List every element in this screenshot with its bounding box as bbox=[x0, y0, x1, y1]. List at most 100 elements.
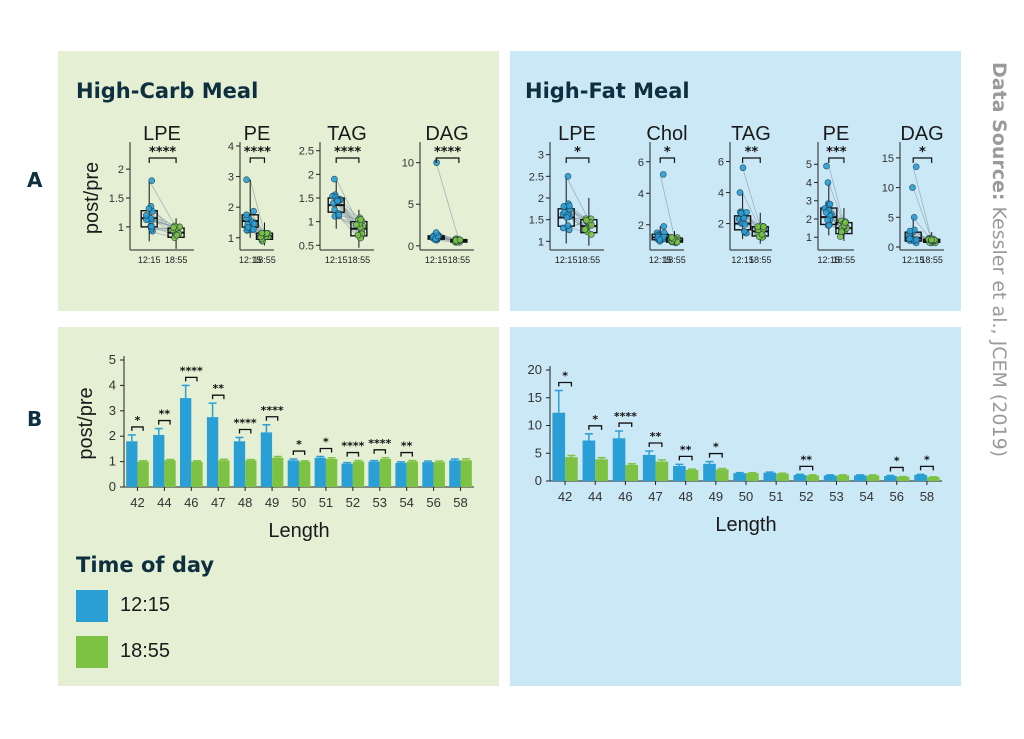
significance-bracket bbox=[373, 449, 387, 454]
data-point bbox=[741, 221, 749, 228]
significance-label: * bbox=[713, 441, 719, 454]
data-point bbox=[250, 220, 258, 228]
y-tick-label: 10 bbox=[528, 418, 542, 433]
significance-label: ** bbox=[680, 443, 692, 456]
significance-bracket bbox=[565, 157, 590, 163]
bar-1855 bbox=[655, 461, 669, 481]
x-tick-label: 12:15 bbox=[325, 255, 348, 265]
y-tick-label: 15 bbox=[528, 390, 542, 405]
bar-1215 bbox=[914, 474, 927, 481]
data-point bbox=[826, 200, 834, 208]
x-tick-label: 12:15 bbox=[902, 255, 925, 265]
x-tick-label: 51 bbox=[319, 495, 333, 510]
bar-1855 bbox=[191, 461, 203, 487]
paired-line bbox=[742, 167, 761, 227]
significance-label: * bbox=[592, 413, 598, 426]
bar-1215 bbox=[733, 473, 746, 481]
x-tick-label: 47 bbox=[211, 495, 225, 510]
data-point bbox=[912, 163, 920, 171]
x-tick-label: 54 bbox=[399, 495, 413, 510]
y-tick-label: 5 bbox=[535, 445, 542, 460]
significance-label: * bbox=[323, 436, 329, 449]
paired-line bbox=[335, 203, 360, 238]
box-plot-carb-dag: DAG 0 5 10 12:15 18:55 **** bbox=[402, 123, 474, 265]
x-tick-label: 18:55 bbox=[920, 255, 943, 265]
y-tick-label: 0 bbox=[408, 241, 414, 253]
data-point bbox=[659, 171, 667, 178]
data-source: Data Source: Kessler et al., JCEM (2019) bbox=[988, 62, 1010, 457]
paired-line bbox=[335, 178, 360, 225]
bar-1215 bbox=[884, 476, 897, 481]
data-point bbox=[564, 222, 572, 229]
paired-line bbox=[249, 179, 265, 234]
y-tick-label: 6 bbox=[638, 157, 644, 169]
y-tick-label: 10 bbox=[882, 183, 894, 195]
data-point bbox=[334, 197, 341, 205]
bar-1215 bbox=[260, 432, 273, 487]
x-tick-label: 12:15 bbox=[818, 255, 841, 265]
significance-bracket bbox=[912, 157, 933, 163]
data-point bbox=[822, 209, 830, 216]
data-point bbox=[909, 184, 916, 191]
y-tick-label: 2.5 bbox=[299, 146, 314, 158]
significance-label: **** bbox=[368, 437, 391, 450]
significance-label: **** bbox=[149, 145, 176, 160]
data-point bbox=[740, 214, 748, 222]
y-tick-label: 2 bbox=[109, 428, 116, 443]
x-tick-label: 56 bbox=[426, 495, 440, 510]
data-point bbox=[243, 176, 250, 183]
bar-chart-carb: 0 1 2 3 4 5 42 * 44 ** 46 **** 47 ** 48 **** 49 **** 50 * 51… bbox=[75, 352, 474, 542]
significance-label: * bbox=[924, 453, 930, 466]
carb-panel-title: High-Carb Meal bbox=[76, 79, 259, 103]
data-point bbox=[250, 207, 257, 215]
bar-1855 bbox=[836, 475, 850, 481]
significance-bracket bbox=[742, 157, 761, 163]
significance-label: ** bbox=[159, 408, 171, 421]
x-tick-label: 12:15 bbox=[649, 255, 672, 265]
y-tick-label: 2.5 bbox=[529, 171, 544, 183]
significance-label: ** bbox=[650, 430, 662, 443]
significance-bracket bbox=[346, 451, 360, 457]
bar-1215 bbox=[368, 461, 380, 487]
data-point bbox=[824, 216, 831, 224]
significance-bracket bbox=[678, 455, 693, 461]
data-point bbox=[824, 179, 832, 186]
data-point bbox=[145, 205, 153, 213]
bar-1215 bbox=[395, 462, 407, 487]
significance-bracket bbox=[648, 442, 663, 448]
significance-bracket bbox=[249, 157, 266, 163]
x-tick-label: 42 bbox=[130, 495, 144, 510]
data-point bbox=[906, 235, 913, 242]
significance-bracket bbox=[828, 157, 845, 163]
bar-1215 bbox=[703, 463, 716, 481]
bar-1215 bbox=[206, 417, 219, 487]
significance-bracket bbox=[618, 422, 633, 428]
paired-line bbox=[912, 166, 933, 240]
bar-1215 bbox=[582, 440, 596, 481]
significance-label: **** bbox=[434, 145, 461, 160]
y-tick-label: 4 bbox=[638, 188, 644, 200]
significance-label: **** bbox=[244, 145, 271, 160]
y-tick-label: 1 bbox=[806, 232, 812, 244]
significance-label: **** bbox=[234, 416, 257, 429]
significance-bracket bbox=[659, 157, 676, 163]
data-point bbox=[842, 219, 849, 226]
significance-bracket bbox=[131, 426, 144, 431]
x-tick-label: 52 bbox=[346, 495, 360, 510]
x-tick-label: 50 bbox=[739, 489, 753, 504]
x-tick-label: 47 bbox=[648, 489, 662, 504]
bar-1215 bbox=[612, 438, 626, 481]
y-tick-label: 2 bbox=[118, 164, 124, 176]
significance-bracket bbox=[158, 419, 171, 425]
data-point bbox=[743, 208, 750, 216]
data-point bbox=[566, 202, 573, 210]
y-tick-label: 2 bbox=[718, 219, 724, 231]
x-tick-label: 58 bbox=[453, 495, 467, 510]
x-tick-label: 18:55 bbox=[833, 255, 856, 265]
x-tick-label: 18:55 bbox=[663, 255, 686, 265]
bar-1215 bbox=[552, 412, 566, 481]
y-tick-label: 4 bbox=[718, 188, 724, 200]
